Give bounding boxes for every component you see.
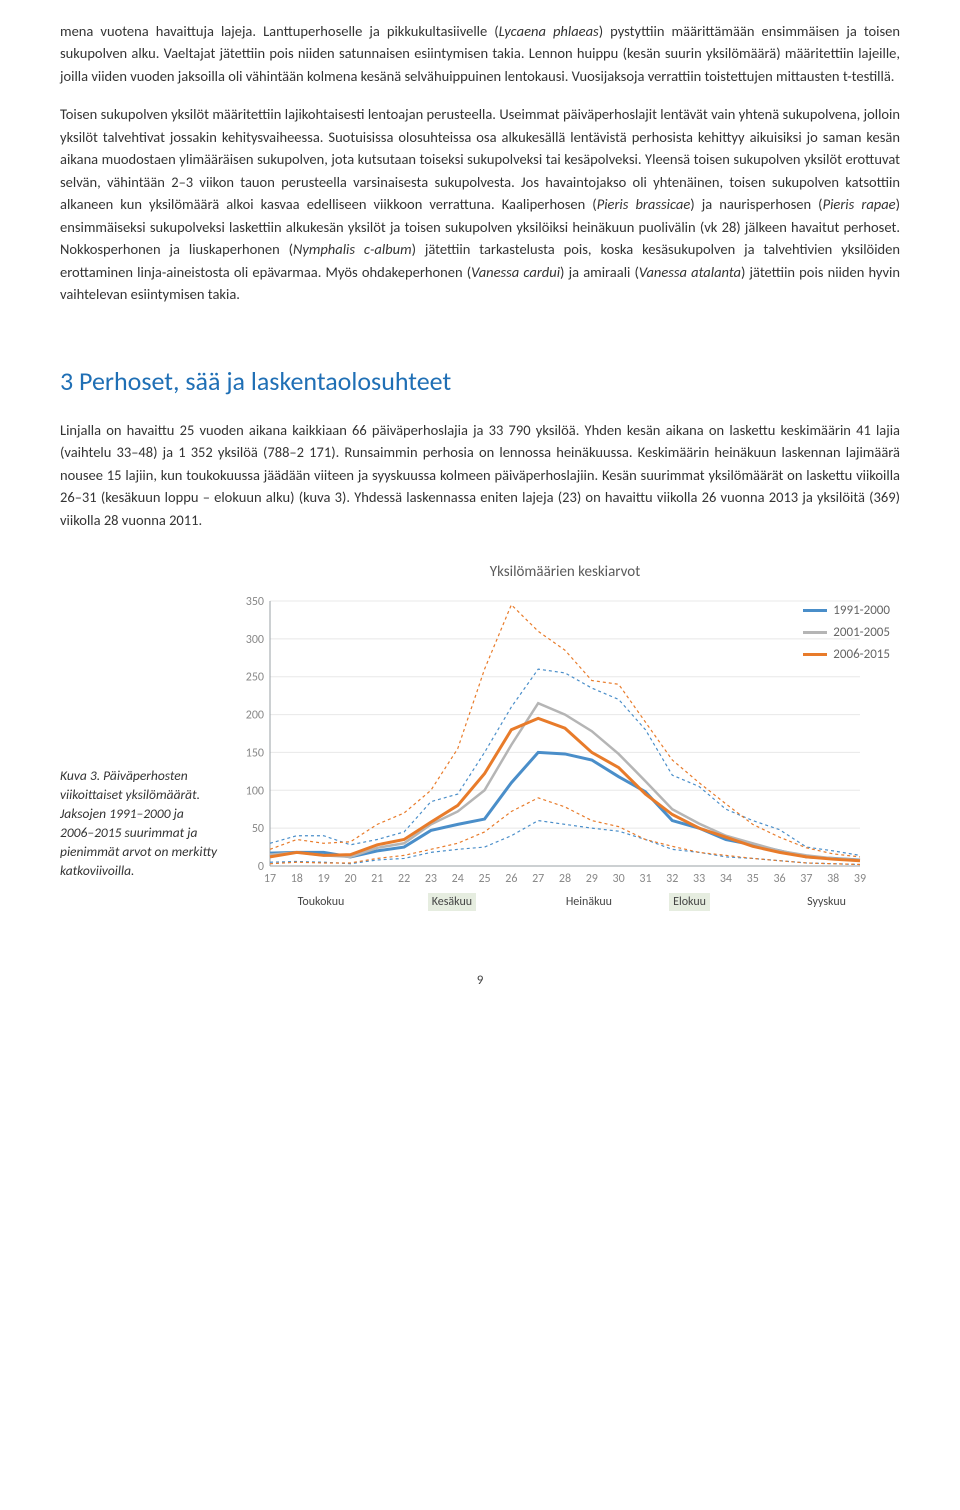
figure-3: Kuva 3. Päiväperhosten viikoittaiset yks… (60, 561, 900, 910)
chart-legend: 1991-20002001-20052006-2015 (803, 601, 890, 667)
svg-text:37: 37 (800, 872, 812, 886)
svg-text:27: 27 (532, 872, 544, 886)
month-axis: Toukokuu Kesäkuu Heinäkuu Elokuu Syyskuu (230, 893, 870, 911)
svg-text:35: 35 (747, 872, 759, 886)
svg-text:23: 23 (425, 872, 437, 886)
legend-item: 1991-2000 (803, 601, 890, 621)
svg-text:24: 24 (452, 872, 464, 886)
legend-swatch (803, 653, 827, 656)
legend-item: 2006-2015 (803, 645, 890, 665)
svg-text:100: 100 (246, 784, 264, 798)
svg-text:28: 28 (559, 872, 571, 886)
svg-text:300: 300 (246, 632, 264, 646)
svg-text:50: 50 (252, 822, 264, 836)
svg-text:31: 31 (639, 872, 651, 886)
legend-label: 2001-2005 (833, 623, 890, 643)
figure-caption: Kuva 3. Päiväperhosten viikoittaiset yks… (60, 767, 220, 910)
svg-text:21: 21 (371, 872, 383, 886)
svg-text:32: 32 (666, 872, 678, 886)
svg-text:36: 36 (773, 872, 785, 886)
month-label: Toukokuu (294, 893, 349, 912)
svg-text:17: 17 (264, 872, 276, 886)
paragraph-1: mena vuotena havaittuja lajeja. Lanttupe… (60, 20, 900, 87)
legend-label: 1991-2000 (833, 601, 890, 621)
month-label: Heinäkuu (562, 893, 616, 912)
month-label: Elokuu (669, 893, 710, 912)
legend-label: 2006-2015 (833, 645, 890, 665)
section-heading: 3 Perhoset, sää ja laskentaolosuhteet (60, 361, 900, 401)
svg-text:150: 150 (246, 746, 264, 760)
legend-item: 2001-2005 (803, 623, 890, 643)
month-label: Kesäkuu (428, 893, 476, 912)
svg-text:25: 25 (478, 872, 490, 886)
svg-text:250: 250 (246, 670, 264, 684)
svg-text:33: 33 (693, 872, 705, 886)
legend-swatch (803, 631, 827, 634)
legend-swatch (803, 609, 827, 612)
chart-title: Yksilömäärien keskiarvot (230, 561, 900, 584)
page-number: 9 (60, 971, 900, 991)
svg-text:26: 26 (505, 872, 517, 886)
svg-text:39: 39 (854, 872, 866, 886)
svg-text:22: 22 (398, 872, 410, 886)
svg-text:200: 200 (246, 708, 264, 722)
svg-text:19: 19 (318, 872, 330, 886)
svg-text:30: 30 (613, 872, 625, 886)
line-chart: 0501001502002503003501718192021222324252… (230, 591, 870, 891)
svg-text:34: 34 (720, 872, 732, 886)
svg-text:38: 38 (827, 872, 839, 886)
svg-text:18: 18 (291, 872, 303, 886)
svg-text:29: 29 (586, 872, 598, 886)
month-label: Syyskuu (803, 893, 850, 912)
paragraph-2: Toisen sukupolven yksilöt määritettiin l… (60, 103, 900, 305)
svg-text:350: 350 (246, 595, 264, 609)
paragraph-3: Linjalla on havaittu 25 vuoden aikana ka… (60, 419, 900, 531)
svg-text:20: 20 (344, 872, 356, 886)
